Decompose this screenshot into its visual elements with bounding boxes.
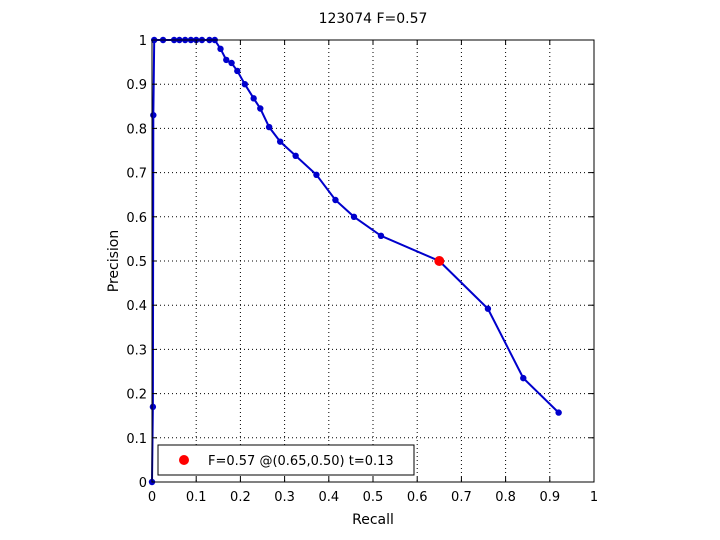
data-point xyxy=(377,232,385,240)
data-point xyxy=(276,138,284,145)
grid xyxy=(152,40,594,482)
data-point xyxy=(257,105,264,112)
data-point xyxy=(350,213,358,220)
data-point xyxy=(223,56,230,64)
x-tick-label: 0 xyxy=(148,490,156,505)
y-tick-label: 0.1 xyxy=(126,432,147,447)
x-axis-label: Recall xyxy=(352,512,394,528)
chart-title: 123074 F=0.57 xyxy=(319,11,428,27)
y-tick-label: 0 xyxy=(139,476,147,491)
x-tick-label: 0.2 xyxy=(230,490,251,505)
data-point xyxy=(555,409,562,416)
legend-marker xyxy=(179,455,189,465)
x-tick-label: 1 xyxy=(590,490,598,505)
data-point xyxy=(217,45,224,53)
x-tick-label: 0.7 xyxy=(451,490,472,505)
data-point xyxy=(520,374,527,382)
data-point xyxy=(332,196,339,204)
x-tick-label: 0.9 xyxy=(539,490,560,505)
y-tick-label: 0.4 xyxy=(126,299,147,314)
legend: F=0.57 @(0.65,0.50) t=0.13 xyxy=(157,444,415,476)
y-axis-label: Precision xyxy=(106,230,122,292)
x-tick-label: 0.6 xyxy=(407,490,428,505)
data-point xyxy=(241,81,249,88)
y-tick-label: 0.5 xyxy=(126,255,147,270)
data-point xyxy=(234,67,241,75)
x-tick-label: 0.1 xyxy=(186,490,207,505)
y-tick-label: 0.7 xyxy=(126,167,147,182)
x-tick-label: 0.3 xyxy=(274,490,295,505)
x-tick-label: 0.5 xyxy=(363,490,384,505)
y-tick-label: 0.3 xyxy=(126,343,147,358)
data-point xyxy=(228,59,235,67)
x-tick-label: 0.8 xyxy=(495,490,516,505)
best-f-point xyxy=(434,256,445,266)
data-point xyxy=(150,111,157,119)
data-point xyxy=(313,171,320,179)
data-point xyxy=(250,95,257,102)
y-tick-label: 0.6 xyxy=(126,211,147,226)
y-tick-label: 0.9 xyxy=(126,78,147,93)
data-point xyxy=(265,123,273,131)
ticks xyxy=(151,39,595,483)
y-tick-label: 1 xyxy=(139,34,147,49)
tick-labels: 0 0.1 0.2 0.3 0.4 0.5 0.6 0.7 0.8 0.9 1 0 0.1 0.2 0.3 0… xyxy=(126,34,598,505)
data-point xyxy=(149,403,157,411)
legend-box xyxy=(157,444,415,476)
y-tick-label: 0.2 xyxy=(126,388,147,403)
legend-label: F=0.57 @(0.65,0.50) t=0.13 xyxy=(208,454,394,469)
data-point xyxy=(484,305,492,312)
x-tick-label: 0.4 xyxy=(318,490,339,505)
y-tick-label: 0.8 xyxy=(126,122,147,137)
data-point xyxy=(292,152,299,160)
